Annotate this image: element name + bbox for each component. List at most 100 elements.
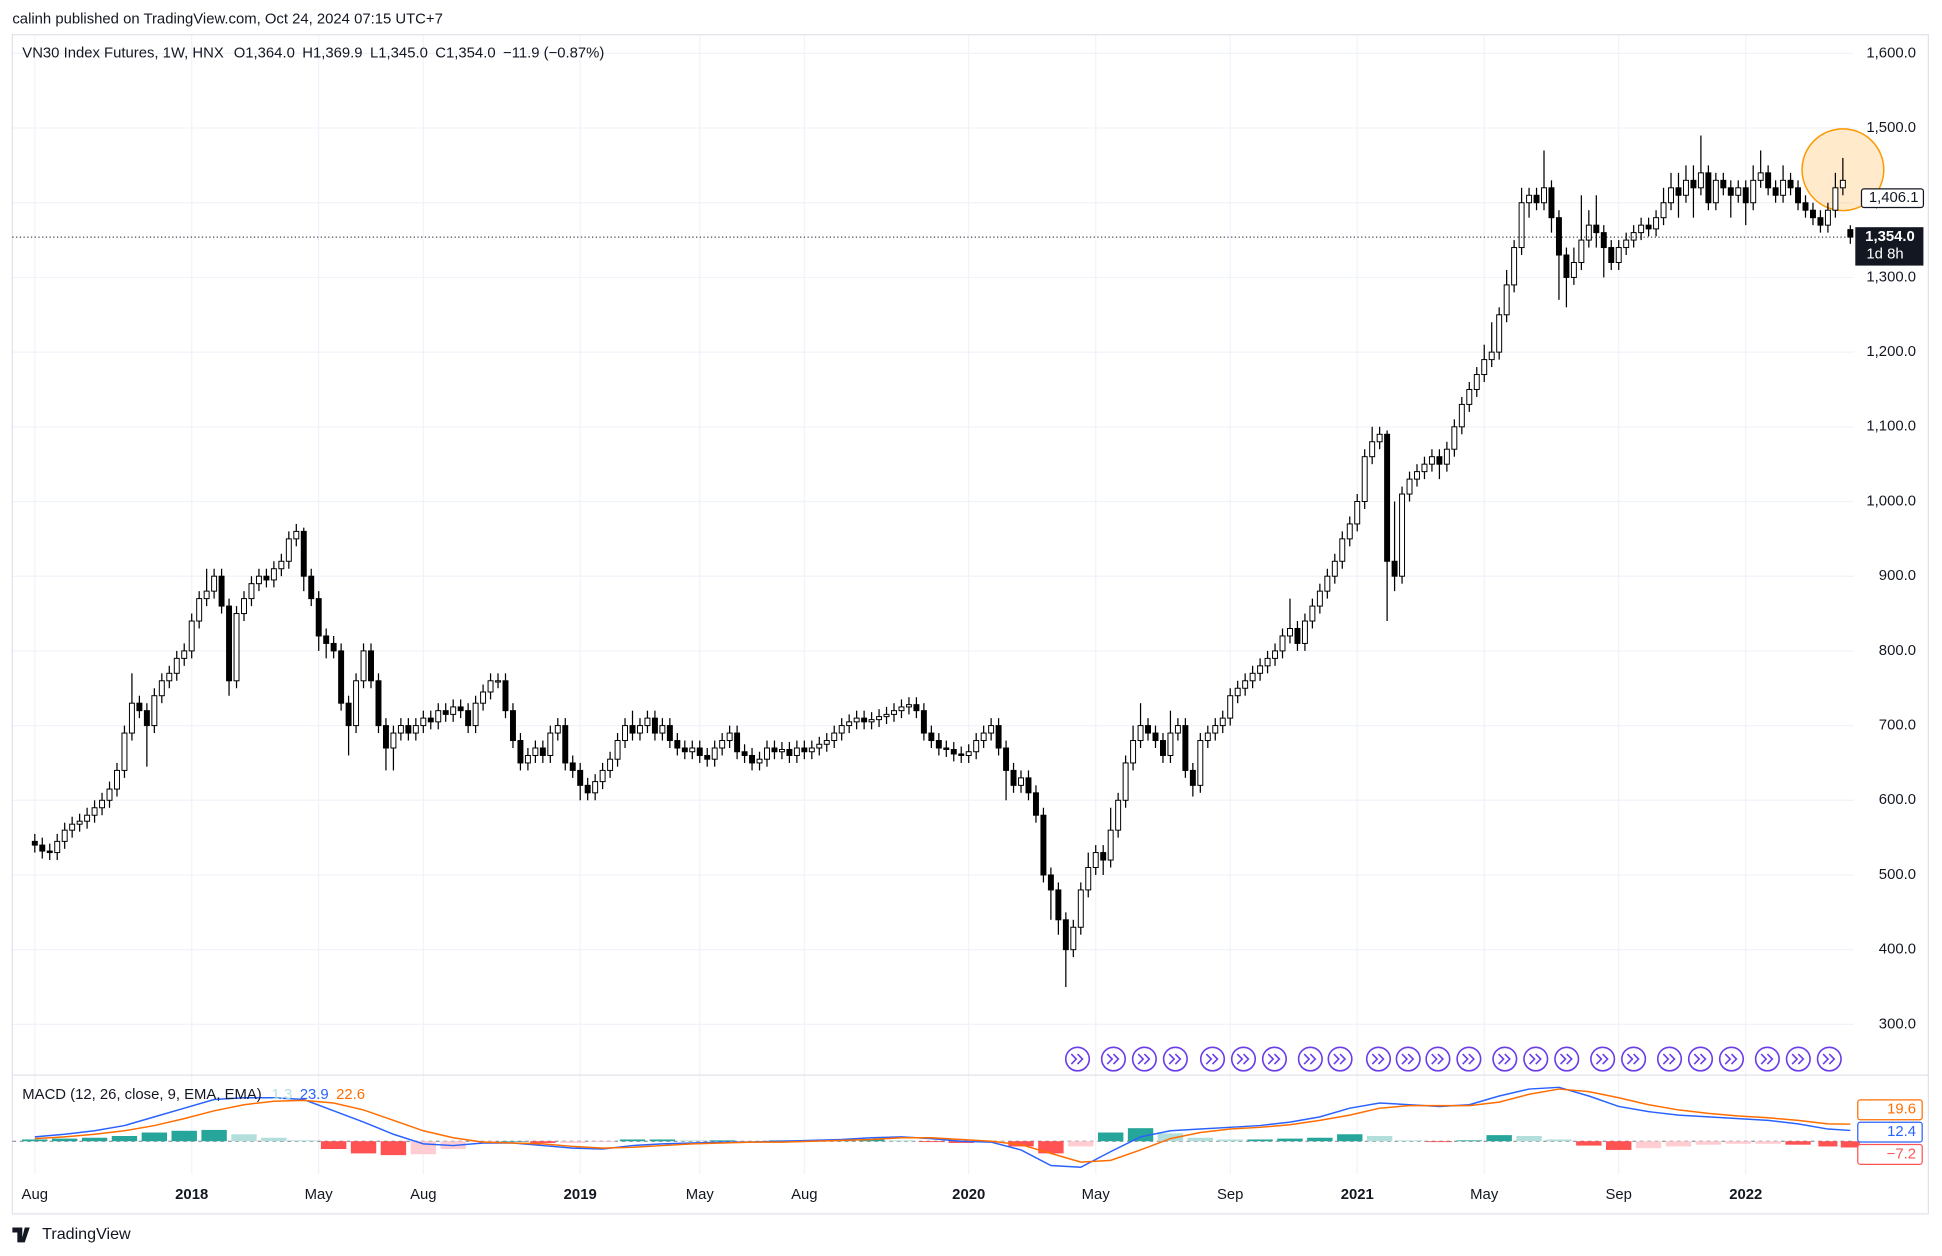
macd-legend: MACD (12, 26, close, 9, EMA, EMA) 1.3 23.9… — [22, 1087, 365, 1103]
candle-body — [958, 753, 965, 756]
candle-body — [1047, 874, 1054, 891]
signal-icon — [1718, 1046, 1745, 1072]
candle-body — [1301, 620, 1308, 644]
candle-body — [1675, 187, 1682, 196]
candle-body — [188, 620, 195, 652]
histogram-bar — [918, 1141, 945, 1143]
publisher-line: calinh published on TradingView.com, Oct… — [12, 12, 442, 28]
histogram-bar — [560, 1141, 586, 1143]
candle-body — [554, 725, 561, 734]
candle-body — [1227, 695, 1234, 719]
y-tick-label: 1,200.0 — [1866, 344, 1916, 360]
candle-body — [584, 784, 591, 794]
countdown-label: 1d 8h — [1866, 246, 1903, 262]
histogram-bar — [709, 1140, 735, 1142]
candle-body — [375, 680, 382, 727]
candle-body — [1645, 224, 1652, 230]
histogram-bar — [1068, 1141, 1094, 1147]
signal-icon-arrow — [1236, 1053, 1250, 1065]
candle-body — [629, 725, 636, 734]
candle-body — [1249, 672, 1256, 682]
candle-body — [935, 740, 942, 749]
x-tick-label: May — [305, 1187, 334, 1203]
x-tick-label: Sep — [1217, 1187, 1243, 1203]
candle-body — [622, 725, 629, 742]
candle-body — [1795, 187, 1802, 204]
y-tick-label: 1,500.0 — [1866, 120, 1916, 136]
candle-body — [136, 702, 143, 712]
candle-body — [1496, 314, 1503, 353]
signal-icon — [1816, 1046, 1842, 1072]
x-tick-label: Sep — [1605, 1187, 1631, 1203]
candle-body — [412, 725, 419, 734]
candle-body — [1466, 388, 1473, 405]
candle-body — [808, 747, 815, 753]
candle-body — [920, 710, 927, 734]
y-tick-label: 300.0 — [1879, 1016, 1916, 1032]
histogram-bar — [1187, 1137, 1214, 1142]
candle-body — [323, 635, 330, 644]
candle-body — [539, 747, 546, 756]
candle-body — [988, 725, 995, 734]
candle-body — [1682, 179, 1689, 196]
candle-body — [734, 732, 741, 753]
candle-body — [211, 575, 218, 592]
signal-icon-arrow — [1559, 1053, 1573, 1065]
histogram-bar — [1486, 1135, 1512, 1142]
candle-body — [495, 680, 501, 683]
candle-body — [151, 695, 158, 727]
candle-body — [1040, 814, 1047, 876]
candle-body — [1003, 747, 1010, 771]
candle-body — [928, 732, 935, 742]
macd-legend-value: 1.3 — [272, 1087, 293, 1103]
candle-body — [173, 657, 180, 674]
candle-body — [913, 704, 920, 712]
candle-body — [1742, 187, 1749, 204]
candle-body — [607, 758, 614, 771]
signal-icon-ring — [1785, 1046, 1811, 1072]
y-tick-label: 1,300.0 — [1866, 269, 1916, 285]
candle-body — [1593, 224, 1600, 234]
candle-body — [487, 680, 494, 693]
candle-body — [1152, 732, 1159, 742]
histogram-bar — [1247, 1139, 1273, 1142]
histogram-bar — [81, 1137, 108, 1142]
histogram-bar — [1008, 1141, 1034, 1147]
candle-body — [1832, 187, 1839, 211]
candle-body — [614, 740, 621, 760]
candle-body — [203, 590, 210, 600]
signal-icon — [1064, 1046, 1091, 1072]
candle-body — [181, 650, 188, 659]
candle-body — [1376, 433, 1383, 443]
candle-body — [577, 769, 584, 786]
candle-body — [1511, 247, 1518, 286]
candle-body — [838, 725, 845, 734]
candle-body — [1122, 762, 1129, 801]
candle-body — [405, 725, 412, 734]
candle-body — [308, 575, 315, 600]
signal-icon-ring — [1523, 1046, 1549, 1072]
candle-body — [532, 747, 539, 756]
candle-body — [562, 725, 569, 764]
candle-body — [31, 840, 38, 846]
candle-body — [1712, 179, 1719, 204]
histogram-bar — [1097, 1132, 1124, 1142]
ohlc-value: 1,364.0 — [245, 45, 295, 61]
candle-body — [1264, 657, 1271, 667]
candle-body — [1137, 725, 1144, 742]
macd-value-label: 19.6 — [1887, 1102, 1916, 1118]
candle-body — [99, 799, 106, 809]
candle-body — [1757, 172, 1764, 181]
signal-icon-ring — [1718, 1046, 1745, 1072]
ohlc-letter: L — [370, 45, 378, 61]
signal-icon — [1327, 1046, 1353, 1072]
histogram-bar — [1516, 1136, 1542, 1142]
histogram-bar — [1307, 1137, 1333, 1142]
candle-body — [1369, 441, 1376, 458]
candle-body — [46, 850, 53, 854]
macd-line — [34, 1086, 1851, 1169]
y-tick-label: 1,100.0 — [1866, 419, 1916, 435]
candle-body — [973, 740, 980, 753]
candle-body — [711, 747, 718, 760]
